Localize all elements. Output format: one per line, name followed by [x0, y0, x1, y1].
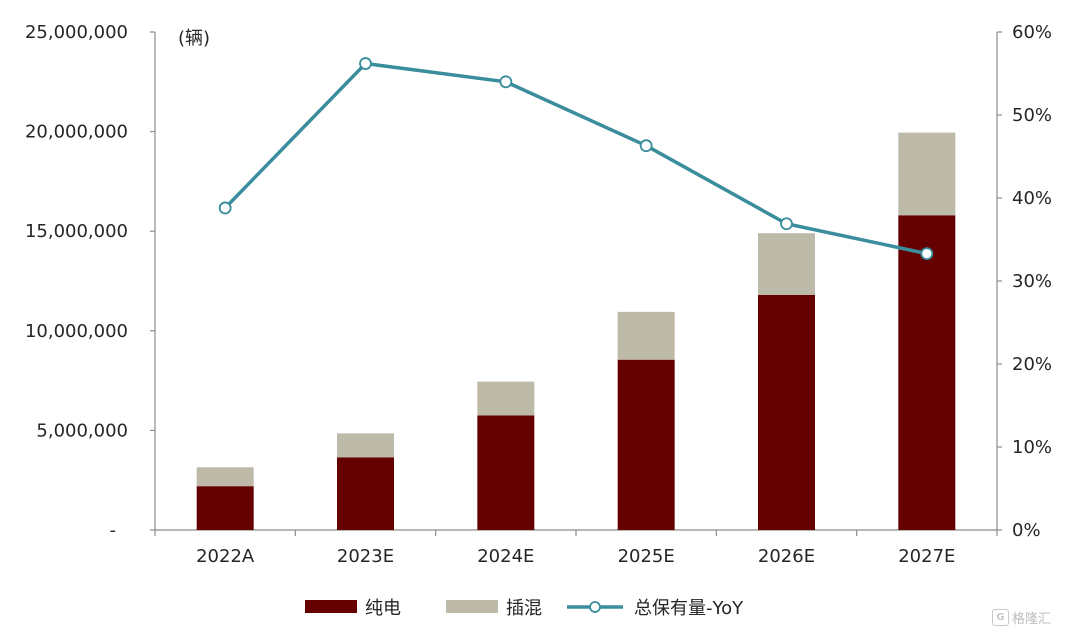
- legend-swatch-marker: [589, 601, 601, 613]
- left-tick-label: -: [110, 520, 117, 541]
- legend-swatch-1: [446, 600, 498, 613]
- left-tick-label: 10,000,000: [25, 321, 128, 342]
- tick-labels: - 5,000,000 10,000,000 15,000,000 20,000,000…: [25, 22, 1052, 567]
- yoy-point-2023E: [359, 57, 372, 70]
- yoy-point-2026E: [780, 217, 793, 231]
- bar-bev-2022A: [196, 486, 254, 530]
- watermark-text: 格隆汇: [1012, 611, 1052, 627]
- right-tick-label: 0%: [1012, 520, 1041, 541]
- x-tick-label: 2027E: [898, 546, 955, 567]
- bar-bev-2023E: [337, 457, 394, 530]
- bar-bev-2027E: [898, 215, 956, 530]
- left-tick-label: 15,000,000: [25, 221, 128, 242]
- left-tick-label: 25,000,000: [25, 22, 128, 43]
- right-tick-label: 10%: [1012, 437, 1052, 458]
- bar-phev-2024E: [477, 381, 535, 416]
- x-tick-label: 2023E: [337, 546, 394, 567]
- right-tick-label: 20%: [1012, 354, 1052, 375]
- bar-bev-2025E: [617, 359, 675, 530]
- bar-phev-2022A: [196, 467, 254, 487]
- legend-label-1: 插混: [506, 598, 542, 619]
- yoy-line-path: [223, 61, 928, 256]
- bar-phev-2025E: [617, 311, 675, 360]
- legend-swatch-0: [305, 600, 357, 613]
- right-tick-label: 30%: [1012, 271, 1052, 292]
- bar-phev-2027E: [898, 132, 956, 216]
- watermark-logo-icon: G: [992, 608, 1009, 626]
- bar-phev-2023E: [337, 433, 394, 458]
- yoy-point-2025E: [639, 139, 653, 153]
- x-tick-label: 2022A: [196, 546, 255, 567]
- x-tick-label: 2024E: [477, 546, 534, 567]
- bar-bev-2026E: [758, 294, 815, 530]
- bar-phev-2026E: [758, 233, 815, 295]
- yoy-point-2022A: [218, 201, 232, 215]
- legend-label-2: 总保有量-YoY: [634, 598, 744, 619]
- yoy-point-2024E: [499, 75, 513, 89]
- bars: [196, 132, 956, 530]
- legend: 纯电 插混 总保有量-YoY: [305, 598, 744, 619]
- legend-label-0: 纯电: [365, 598, 401, 619]
- x-tick-label: 2025E: [618, 546, 675, 567]
- unit-label: (辆): [178, 28, 210, 49]
- right-tick-label: 60%: [1012, 22, 1052, 43]
- yoy-point-2027E: [920, 247, 934, 261]
- yoy-line: [218, 57, 934, 261]
- axes: [150, 31, 1002, 536]
- left-tick-label: 20,000,000: [25, 122, 128, 143]
- bar-bev-2024E: [477, 415, 535, 530]
- watermark: G 格隆汇: [992, 606, 1074, 628]
- right-tick-label: 50%: [1012, 105, 1052, 126]
- left-tick-label: 5,000,000: [36, 420, 128, 441]
- x-tick-label: 2026E: [758, 546, 815, 567]
- right-tick-label: 40%: [1012, 188, 1052, 209]
